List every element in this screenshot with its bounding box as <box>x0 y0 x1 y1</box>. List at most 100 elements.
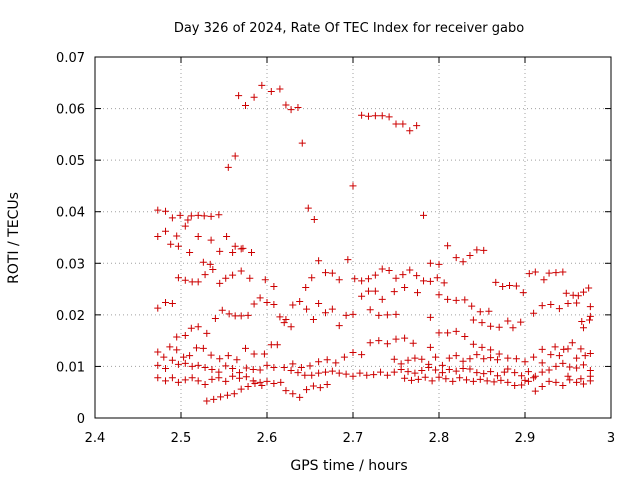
y-tick-label: 0.01 <box>56 360 85 375</box>
data-point-marker <box>371 287 379 295</box>
data-point-marker <box>504 365 512 373</box>
data-point-marker <box>154 206 162 214</box>
data-point-marker <box>531 387 539 395</box>
data-point-marker <box>216 247 224 255</box>
data-point-marker <box>397 366 405 374</box>
data-point-marker <box>392 310 400 318</box>
data-point-marker <box>500 368 508 376</box>
data-point-marker <box>201 380 209 388</box>
data-point-marker <box>504 354 512 362</box>
data-point-marker <box>531 268 539 276</box>
data-point-marker <box>248 248 256 256</box>
data-point-marker <box>174 360 182 368</box>
data-point-marker <box>303 386 311 394</box>
data-point-marker <box>547 301 555 309</box>
data-point-marker <box>287 323 295 331</box>
data-point-marker <box>407 376 415 384</box>
data-point-marker <box>250 93 258 101</box>
data-point-marker <box>432 353 440 361</box>
data-point-marker <box>469 316 477 324</box>
data-point-marker <box>438 361 446 369</box>
data-point-marker <box>181 376 189 384</box>
data-point-marker <box>466 355 474 363</box>
data-point-marker <box>524 368 532 376</box>
data-point-marker <box>547 351 555 359</box>
data-point-marker <box>187 324 195 332</box>
y-tick-label: 0.07 <box>56 51 85 66</box>
data-point-marker <box>270 282 278 290</box>
data-point-marker <box>435 329 443 337</box>
data-point-marker <box>392 274 400 282</box>
data-points <box>154 81 594 405</box>
data-point-marker <box>521 376 529 384</box>
data-point-marker <box>524 377 532 385</box>
data-point-marker <box>452 352 460 360</box>
data-point-marker <box>444 295 452 303</box>
data-point-marker <box>351 275 359 283</box>
data-point-marker <box>242 101 249 109</box>
data-point-marker <box>375 337 383 345</box>
x-tick-label: 2.6 <box>257 431 278 446</box>
data-point-marker <box>473 246 481 254</box>
data-point-marker <box>401 284 409 292</box>
data-point-marker <box>375 311 383 319</box>
data-point-marker <box>173 232 181 240</box>
data-point-marker <box>404 356 412 364</box>
data-point-marker <box>432 366 440 374</box>
data-point-marker <box>192 344 200 352</box>
data-point-marker <box>420 211 428 219</box>
data-point-marker <box>495 323 503 331</box>
x-tick-label: 2.8 <box>429 431 450 446</box>
data-point-marker <box>390 355 398 363</box>
data-point-marker <box>579 288 587 296</box>
data-point-marker <box>199 258 207 266</box>
y-axis-label: ROTI / TECUs <box>6 192 22 284</box>
data-point-marker <box>282 315 290 323</box>
data-point-marker <box>497 376 505 384</box>
data-point-marker <box>399 271 407 279</box>
data-point-marker <box>555 352 563 360</box>
data-point-marker <box>426 259 434 267</box>
data-point-marker <box>421 373 429 381</box>
data-point-marker <box>154 361 162 369</box>
data-point-marker <box>233 356 241 364</box>
data-point-marker <box>231 152 239 160</box>
data-point-marker <box>383 340 391 348</box>
data-point-marker <box>531 372 539 380</box>
data-point-marker <box>235 92 243 100</box>
data-point-marker <box>461 333 469 341</box>
data-point-marker <box>174 242 182 250</box>
data-point-marker <box>297 363 305 371</box>
data-point-marker <box>586 316 593 324</box>
data-point-marker <box>181 222 189 230</box>
data-point-marker <box>425 363 433 371</box>
data-point-marker <box>188 374 196 382</box>
y-tick-label: 0 <box>77 412 85 427</box>
data-point-marker <box>466 365 474 373</box>
data-point-marker <box>364 287 372 295</box>
data-point-marker <box>282 101 290 109</box>
data-point-marker <box>525 270 533 278</box>
data-point-marker <box>435 291 443 299</box>
data-point-marker <box>229 248 237 256</box>
data-point-marker <box>511 369 519 377</box>
data-point-marker <box>418 367 426 375</box>
data-point-marker <box>184 216 192 224</box>
data-point-marker <box>294 369 302 377</box>
data-point-marker <box>444 329 452 337</box>
data-point-marker <box>250 300 258 308</box>
data-point-marker <box>160 353 168 361</box>
data-point-marker <box>244 311 252 319</box>
data-point-marker <box>487 322 495 330</box>
data-point-marker <box>459 357 467 365</box>
data-point-marker <box>267 88 275 96</box>
data-point-marker <box>480 246 488 254</box>
data-point-marker <box>181 359 189 367</box>
data-point-marker <box>577 345 585 353</box>
data-point-marker <box>401 374 409 382</box>
data-point-marker <box>487 368 495 376</box>
data-point-marker <box>540 276 548 284</box>
data-point-marker <box>168 356 176 364</box>
data-point-marker <box>385 113 393 121</box>
data-point-marker <box>270 379 278 387</box>
